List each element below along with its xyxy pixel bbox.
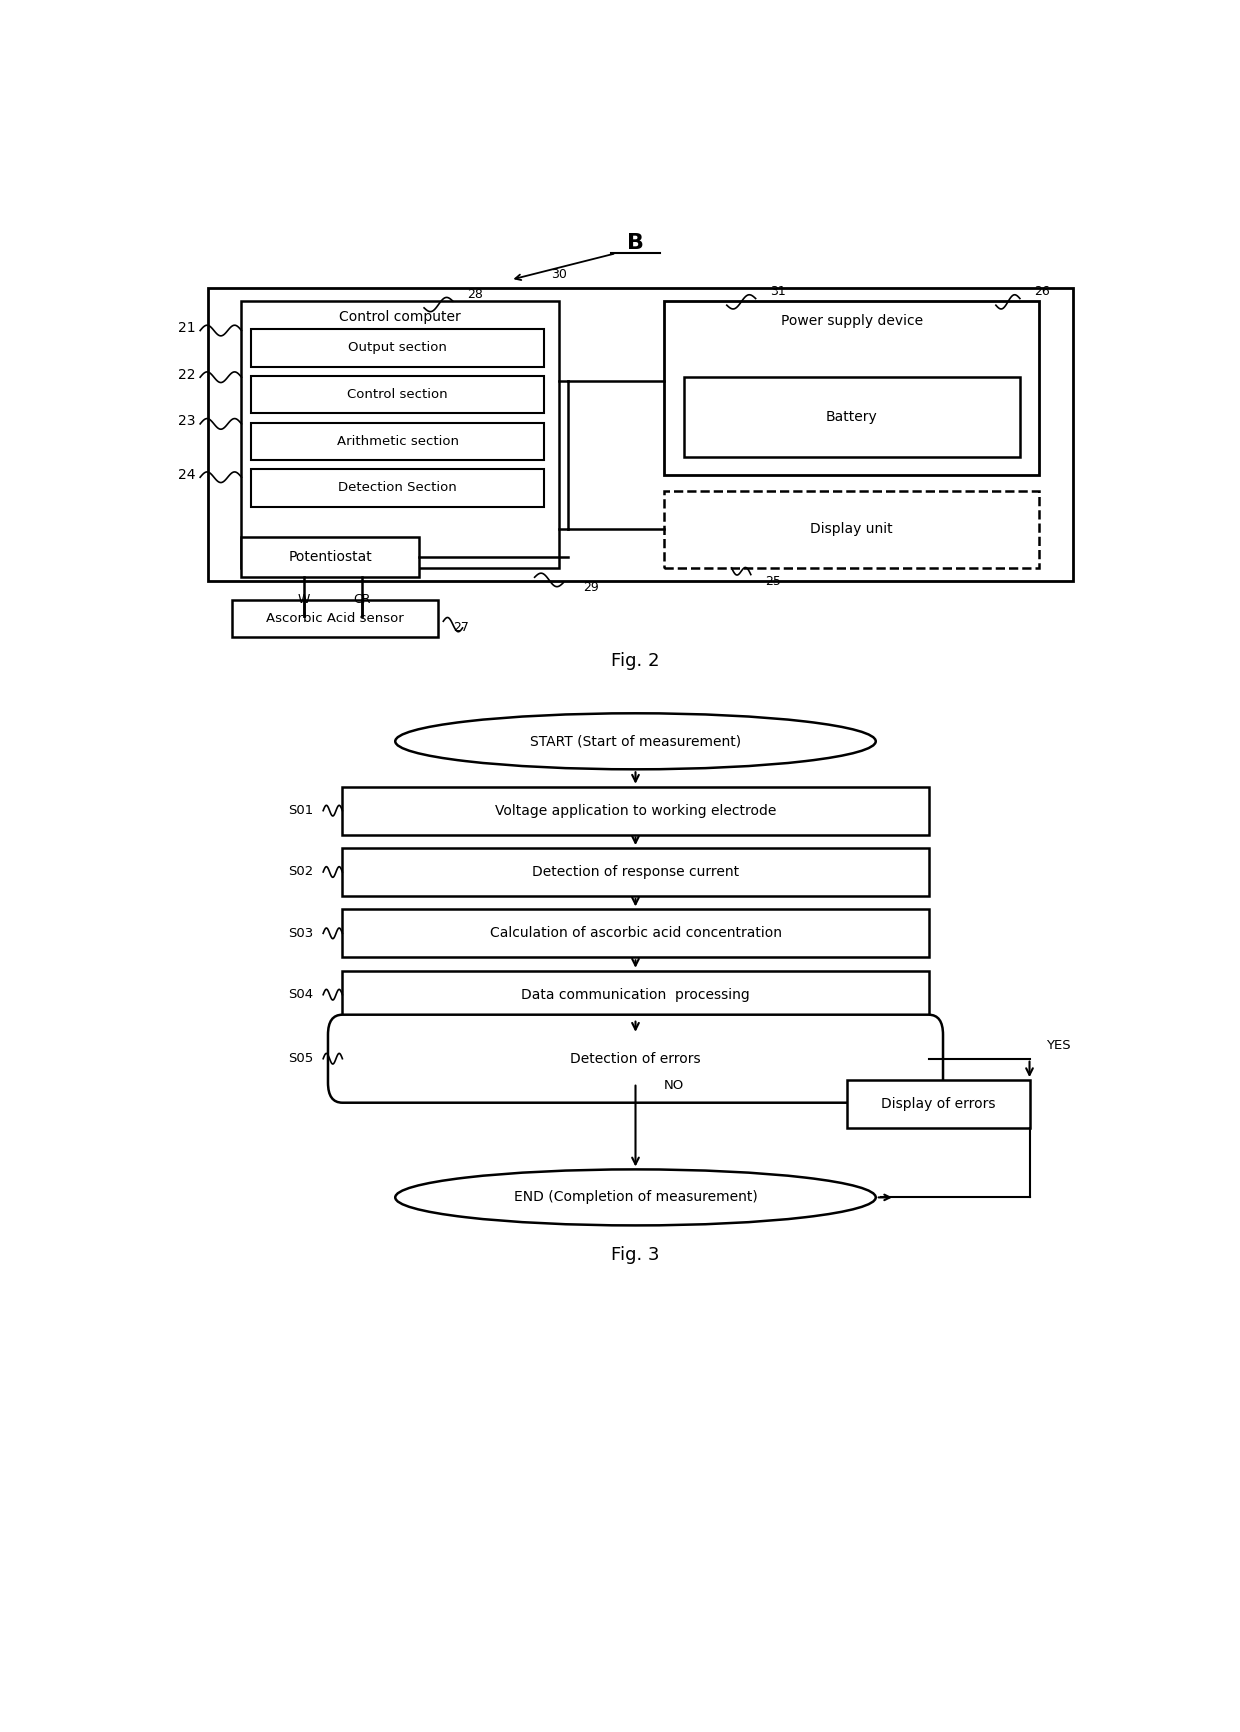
Text: Control section: Control section	[347, 388, 448, 402]
Text: S04: S04	[289, 989, 314, 1001]
Text: 24: 24	[177, 468, 196, 481]
Text: Arithmetic section: Arithmetic section	[336, 435, 459, 449]
FancyBboxPatch shape	[342, 786, 929, 835]
Text: S05: S05	[289, 1053, 314, 1065]
FancyBboxPatch shape	[342, 849, 929, 895]
Text: Voltage application to working electrode: Voltage application to working electrode	[495, 804, 776, 818]
Text: Fig. 2: Fig. 2	[611, 653, 660, 670]
Text: S03: S03	[289, 927, 314, 940]
Text: S02: S02	[289, 866, 314, 878]
Text: S01: S01	[289, 804, 314, 818]
FancyBboxPatch shape	[327, 1015, 944, 1103]
Text: Ascorbic Acid sensor: Ascorbic Acid sensor	[267, 611, 404, 625]
FancyBboxPatch shape	[342, 909, 929, 958]
Text: Power supply device: Power supply device	[781, 313, 923, 327]
Text: END (Completion of measurement): END (Completion of measurement)	[513, 1190, 758, 1204]
Text: 27: 27	[453, 622, 469, 634]
Text: Output section: Output section	[348, 341, 448, 355]
FancyBboxPatch shape	[683, 378, 1019, 457]
FancyBboxPatch shape	[665, 490, 1039, 568]
FancyBboxPatch shape	[208, 288, 1073, 582]
Text: Control computer: Control computer	[340, 310, 461, 324]
Text: Potentiostat: Potentiostat	[289, 551, 372, 565]
Text: Detection of errors: Detection of errors	[570, 1051, 701, 1065]
Ellipse shape	[396, 714, 875, 769]
Ellipse shape	[396, 1169, 875, 1226]
FancyBboxPatch shape	[847, 1081, 1029, 1128]
FancyBboxPatch shape	[232, 599, 439, 637]
Text: Fig. 3: Fig. 3	[611, 1245, 660, 1264]
Text: 21: 21	[177, 320, 196, 334]
Text: Battery: Battery	[826, 410, 878, 424]
FancyBboxPatch shape	[242, 301, 559, 568]
Text: Display unit: Display unit	[811, 523, 893, 537]
FancyBboxPatch shape	[250, 423, 544, 461]
Text: 30: 30	[551, 268, 567, 281]
Text: W: W	[298, 594, 310, 606]
Text: 22: 22	[177, 367, 196, 381]
Text: 25: 25	[765, 575, 781, 587]
Text: Detection Section: Detection Section	[339, 481, 458, 494]
Text: Data communication  processing: Data communication processing	[521, 987, 750, 1001]
FancyBboxPatch shape	[250, 329, 544, 367]
Text: Detection of response current: Detection of response current	[532, 864, 739, 880]
Text: Calculation of ascorbic acid concentration: Calculation of ascorbic acid concentrati…	[490, 927, 781, 940]
Text: NO: NO	[663, 1079, 684, 1091]
Text: 28: 28	[467, 288, 484, 301]
Text: B: B	[627, 232, 644, 253]
FancyBboxPatch shape	[342, 970, 929, 1018]
FancyBboxPatch shape	[665, 301, 1039, 475]
Text: 29: 29	[583, 582, 599, 594]
Text: YES: YES	[1047, 1039, 1070, 1051]
Text: Display of errors: Display of errors	[880, 1096, 996, 1110]
Text: START (Start of measurement): START (Start of measurement)	[529, 734, 742, 748]
FancyBboxPatch shape	[250, 376, 544, 414]
Text: 31: 31	[770, 286, 786, 298]
FancyBboxPatch shape	[250, 469, 544, 506]
Text: CR: CR	[353, 594, 371, 606]
Text: 23: 23	[177, 414, 196, 428]
FancyBboxPatch shape	[242, 537, 419, 577]
Text: 26: 26	[1034, 286, 1050, 298]
